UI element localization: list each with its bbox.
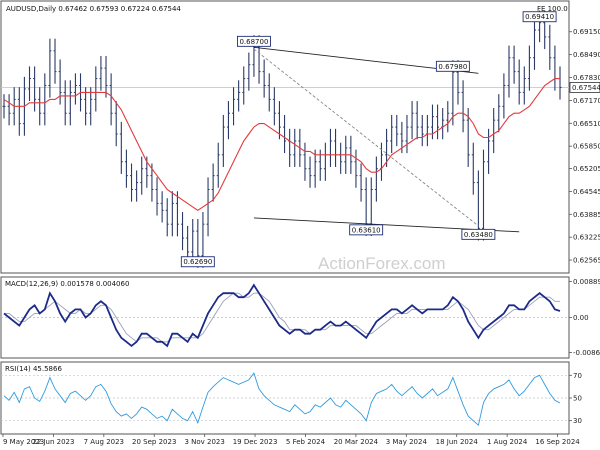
price-ytick-label: 0.64545 [573,188,600,196]
macd-ytick-label: 0.008899 [573,278,600,286]
price-ytick-label: 0.67170 [573,97,600,105]
x-tick-label: 5 Feb 2024 [286,438,326,446]
rsi-panel-title: RSI(14) 45.5866 [5,365,62,373]
price-annotation-label: 0.62690 [183,258,212,266]
x-tick-label: 20 Mar 2024 [334,438,379,446]
price-ytick-label: 0.65205 [573,165,600,173]
current-price-label: 0.67544 [572,84,600,92]
price-ytick-label: 0.65850 [573,143,600,151]
dashed-trendline [253,48,479,227]
watermark: ActionForex.com [318,254,446,273]
macd-ytick-label: -0.008612 [573,349,600,357]
price-ytick-label: 0.62565 [573,257,600,265]
macd-layer [1,283,569,348]
macd-signal-line [4,292,560,343]
rsi-line [3,372,561,427]
axis-layer: 0.69150 0.68490 0.67830 0.67170 0.66510 0.658… [2,28,600,446]
current-price-tag [569,82,600,93]
x-tick-label: 18 Jun 2024 [436,438,479,446]
x-tick-label: 9 May 2023 [3,438,44,446]
x-tick-label: 1 Aug 2024 [487,438,528,446]
price-ytick-label: 0.63225 [573,234,600,242]
x-tick-label: 16 Sep 2024 [535,438,580,446]
price-annotation-box [180,256,215,268]
price-ytick-label: 0.67830 [573,74,600,82]
price-ytick-label: 0.63885 [573,211,600,219]
x-tick-label: 3 Nov 2023 [184,438,224,446]
price-annotation-label: 0.63610 [352,226,381,234]
macd-line [3,283,561,348]
macd-panel-title: MACD(12,26,9) 0.001578 0.004060 [5,280,129,288]
price-layer: 0.62690 0.68700 0.63610 0.67980 0.63480 0.694… [1,10,569,268]
rsi-ytick-label: 70 [573,372,582,380]
x-tick-label: 19 Dec 2023 [233,438,278,446]
price-ytick-label: 0.66510 [573,120,600,128]
price-annotation-label: 0.67980 [438,63,467,71]
rsi-layer [1,372,569,427]
price-ytick-label: 0.69150 [573,28,600,36]
rsi-ytick-label: 30 [573,417,582,425]
x-tick-label: 7 Aug 2023 [84,438,124,446]
price-annotation-label: 0.69410 [525,13,554,21]
rsi-ytick-label: 50 [573,395,582,403]
macd-ytick-label: 0.00 [573,314,589,322]
x-tick-label: 22 Jun 2023 [32,438,74,446]
price-annotation-label: 0.68700 [239,38,268,46]
price-annotation-box [461,228,496,240]
price-ytick-label: 0.68490 [573,51,600,59]
x-tick-label: 3 May 2024 [386,438,428,446]
moving-average-line [3,78,560,211]
price-annotation-box [236,35,271,47]
price-annotation-box [522,11,557,23]
price-panel-title: AUDUSD,Daily 0.67462 0.67593 0.67224 0.6… [6,5,181,13]
price-annotation-label: 0.63480 [464,231,493,239]
price-annotation-box [349,224,384,236]
price-annotation-box [435,60,470,72]
x-tick-label: 20 Sep 2023 [132,438,176,446]
fe-label: FE 100.0 [537,5,568,13]
